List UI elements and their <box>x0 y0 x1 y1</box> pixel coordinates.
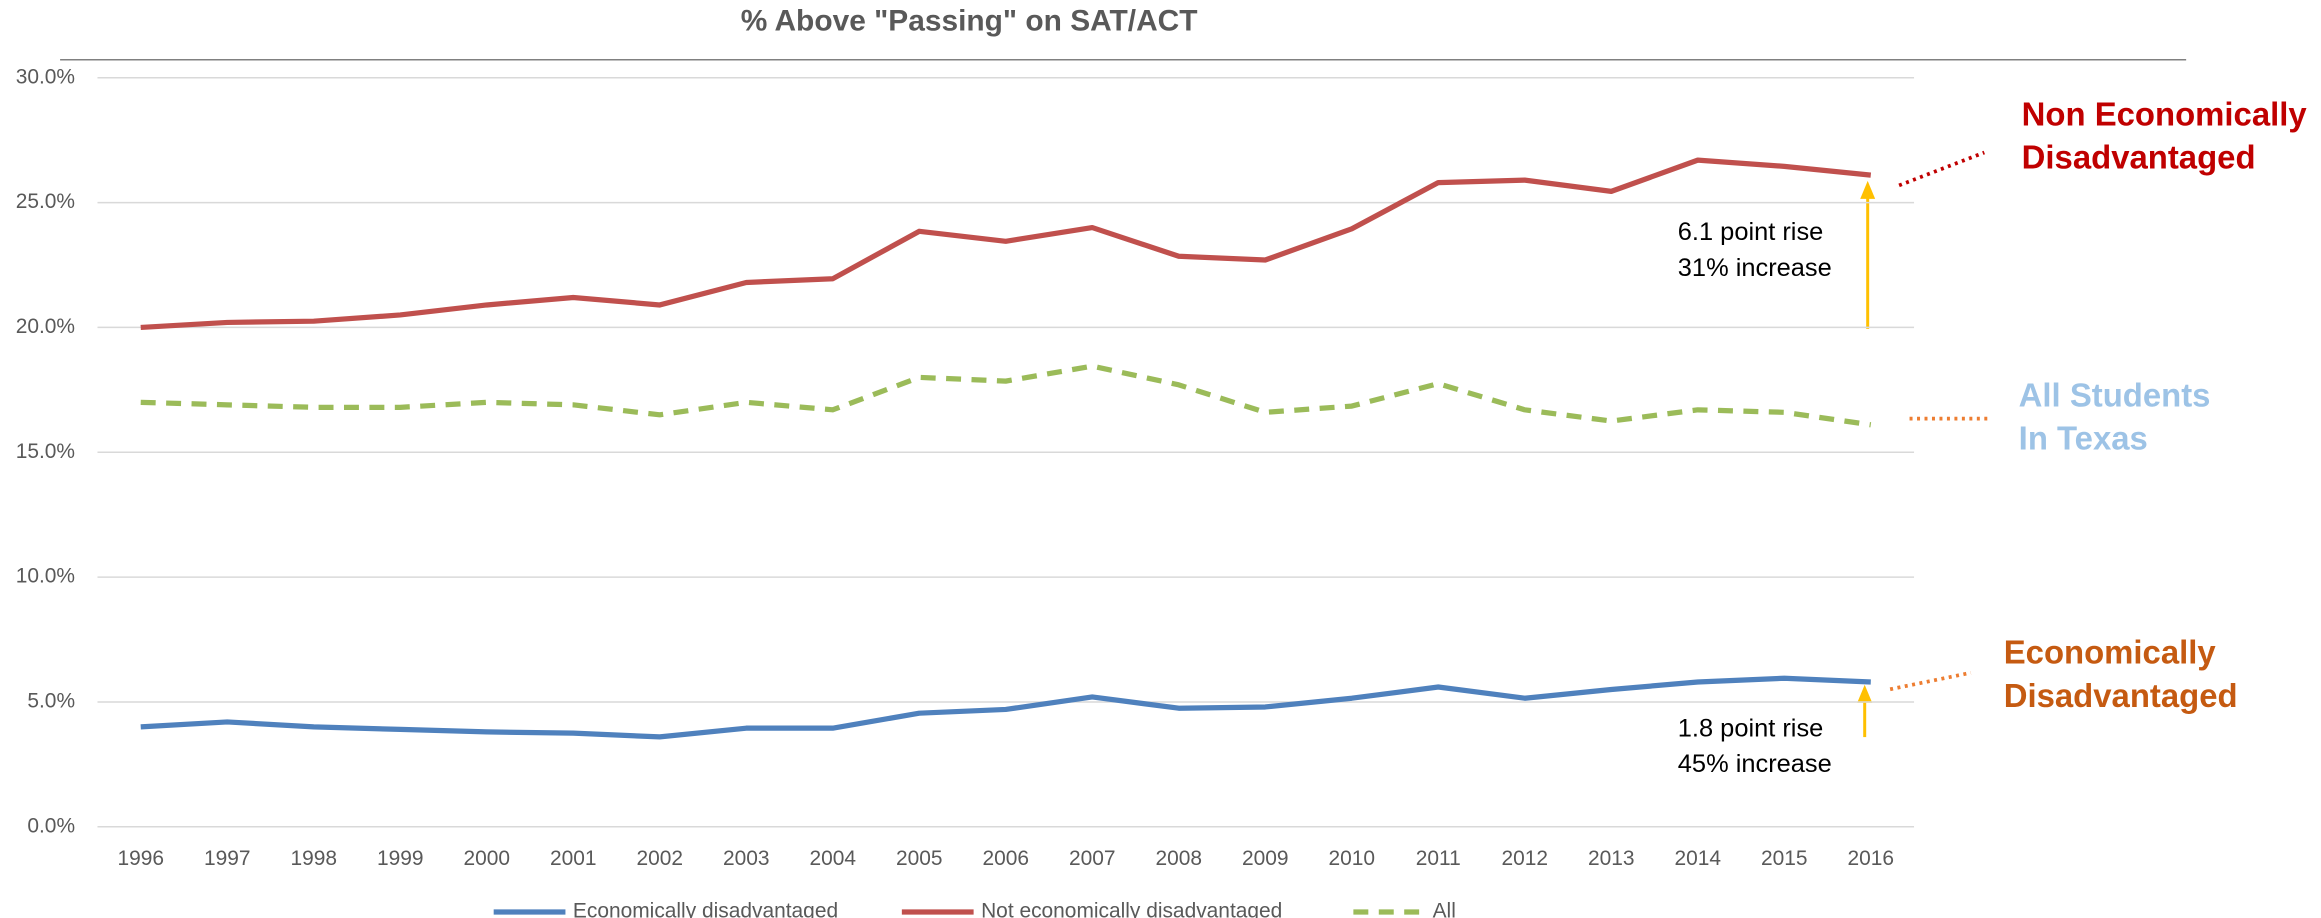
x-tick-label: 2015 <box>1761 847 1808 870</box>
annotation: 6.1 point rise <box>1678 218 1823 246</box>
arrow-head <box>1857 684 1873 703</box>
legend-label: Economically disadvantaged <box>573 900 838 918</box>
x-tick-label: 2005 <box>896 847 943 870</box>
x-tick-label: 1996 <box>117 847 164 870</box>
x-tick-label: 2009 <box>1242 847 1289 870</box>
series-line <box>140 157 1872 331</box>
y-tick-label: 15.0% <box>16 440 75 463</box>
x-tick-label: 2013 <box>1588 847 1635 870</box>
connector <box>1889 670 1972 692</box>
x-tick-label: 2003 <box>723 847 770 870</box>
side-label: Non Economically <box>2022 95 2308 132</box>
side-label: In Texas <box>2019 420 2148 457</box>
legend-label: All <box>1433 900 1456 918</box>
arrows <box>1857 180 1876 738</box>
side-label: Disadvantaged <box>2022 139 2256 176</box>
x-tick-label: 1997 <box>204 847 251 870</box>
annotation: 31% increase <box>1678 254 1832 282</box>
x-tick-label: 1998 <box>290 847 337 870</box>
y-tick-label: 30.0% <box>16 65 75 88</box>
side-label: All Students <box>2019 376 2211 413</box>
x-tick-label: 2012 <box>1502 847 1549 870</box>
x-tick-label: 2016 <box>1848 847 1895 870</box>
connectors <box>1889 150 1989 692</box>
annotation: 1.8 point rise <box>1678 714 1823 742</box>
series-line <box>140 675 1871 740</box>
annotation: 45% increase <box>1678 750 1832 778</box>
legend-label: Not economically disadvantaged <box>981 900 1282 918</box>
series-line <box>140 363 1872 428</box>
x-tick-label: 2014 <box>1675 847 1722 870</box>
x-tick-label: 2010 <box>1328 847 1375 870</box>
x-tick-label: 2000 <box>463 847 510 870</box>
x-tick-label: 2011 <box>1416 847 1461 870</box>
y-tick-label: 20.0% <box>16 315 75 338</box>
x-tick-label: 2004 <box>809 847 856 870</box>
x-tick-label: 2002 <box>636 847 683 870</box>
x-tick-label: 1999 <box>377 847 424 870</box>
y-tick-label: 25.0% <box>16 190 75 213</box>
side-label: Disadvantaged <box>2004 677 2238 714</box>
y-tick-label: 10.0% <box>16 565 75 588</box>
y-tick-label: 0.0% <box>27 814 75 837</box>
connector <box>1898 150 1985 188</box>
x-tick-label: 2006 <box>982 847 1029 870</box>
x-tick-label: 2007 <box>1069 847 1116 870</box>
x-tick-label: 2008 <box>1155 847 1202 870</box>
arrow-head <box>1860 180 1876 199</box>
side-label: Economically <box>2004 634 2217 671</box>
chart-title: % Above "Passing" on SAT/ACT <box>741 4 1198 37</box>
x-tick-label: 2001 <box>550 847 597 870</box>
y-tick-label: 5.0% <box>27 689 75 712</box>
